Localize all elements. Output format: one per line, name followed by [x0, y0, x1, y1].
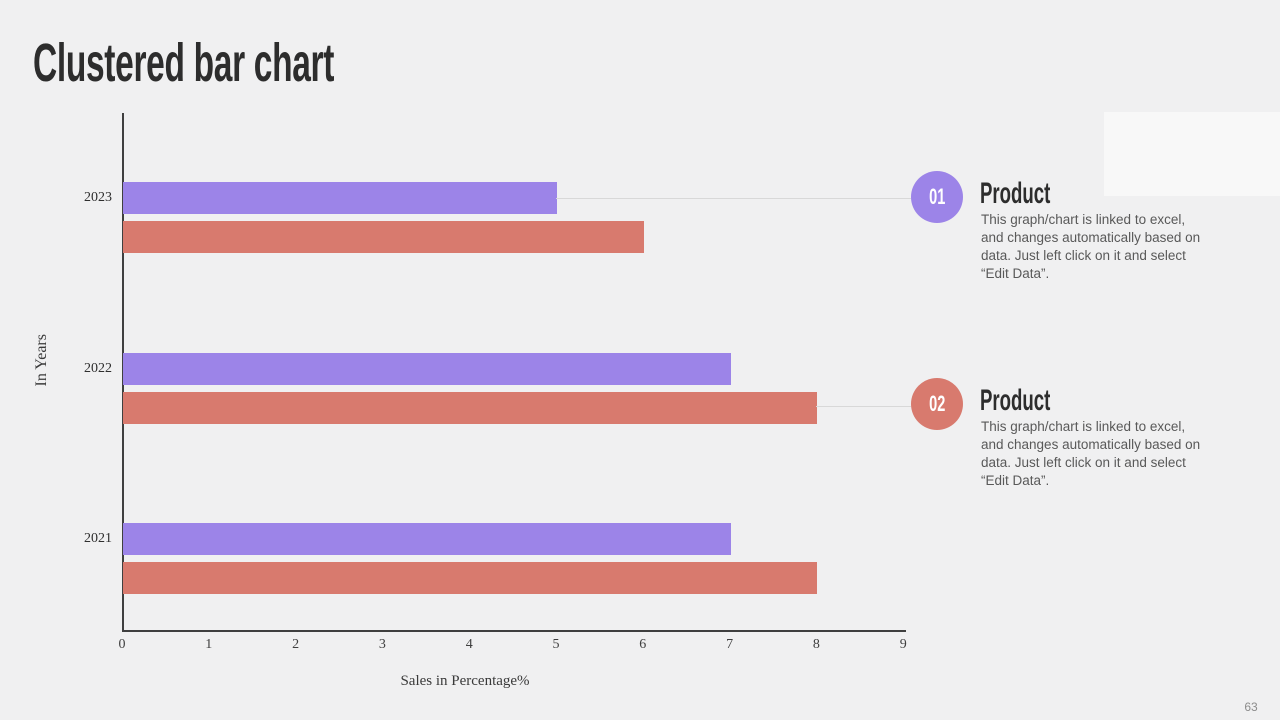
callout-01-badge: 01 — [911, 171, 963, 223]
y-axis-line — [122, 113, 124, 631]
bar-2022-series-2[interactable] — [123, 391, 818, 424]
slide-title-text: Clustered bar chart — [33, 33, 335, 93]
bar-2021-series-1[interactable] — [123, 523, 731, 555]
x-tick-label-5: 5 — [552, 637, 560, 652]
x-axis-line — [122, 630, 906, 632]
callout-02-number: 02 — [928, 391, 946, 416]
y-axis-title: In Years — [33, 334, 50, 387]
x-tick-label-6: 6 — [639, 637, 647, 652]
callout-02-body: This graph/chart is linked to excel, and… — [981, 419, 1201, 488]
slide-title: Clustered bar chart — [33, 36, 519, 90]
x-tick-label-9: 9 — [899, 637, 907, 652]
bar-2023-series-2[interactable] — [123, 221, 644, 253]
x-axis-title: Sales in Percentage% — [400, 673, 530, 689]
category-label-2023: 2023 — [84, 190, 112, 205]
x-tick-label-0: 0 — [118, 637, 126, 652]
callout-02-badge: 02 — [911, 378, 963, 430]
callout-01-title: Product — [980, 177, 1051, 210]
bar-2021-series-2[interactable] — [123, 562, 818, 594]
bar-2023-series-1[interactable] — [123, 182, 557, 214]
background-highlight-rect — [1104, 112, 1280, 196]
leader-line-02 — [816, 405, 911, 407]
callout-01-body: This graph/chart is linked to excel, and… — [981, 212, 1201, 281]
category-label-2021: 2021 — [84, 531, 112, 546]
callout-01-number: 01 — [928, 184, 946, 209]
callout-02-title: Product — [980, 384, 1051, 417]
x-tick-label-2: 2 — [292, 637, 300, 652]
x-tick-label-1: 1 — [205, 637, 213, 652]
page-number: 63 — [1244, 700, 1258, 714]
category-label-2022: 2022 — [84, 360, 112, 376]
leader-line-01 — [556, 198, 911, 199]
x-tick-label-8: 8 — [812, 637, 820, 652]
x-tick-label-7: 7 — [726, 637, 734, 652]
x-tick-label-4: 4 — [465, 637, 473, 652]
x-tick-label-3: 3 — [378, 637, 386, 652]
bar-2022-series-1[interactable] — [123, 352, 731, 385]
